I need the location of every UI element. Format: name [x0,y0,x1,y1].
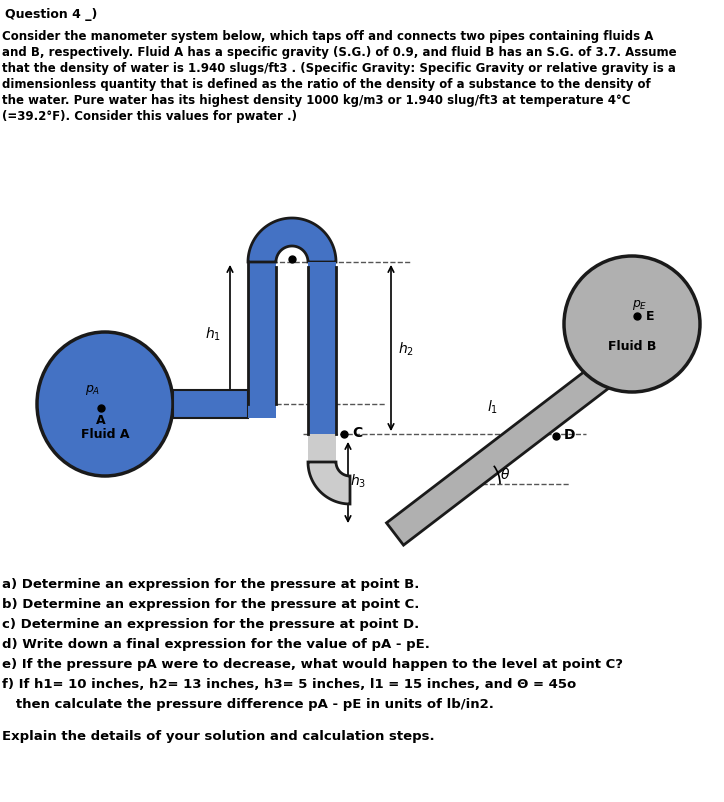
Text: Fluid A: Fluid A [81,428,130,441]
Text: D: D [564,427,576,441]
Text: e) If the pressure pA were to decrease, what would happen to the level at point : e) If the pressure pA were to decrease, … [2,657,623,670]
Text: Explain the details of your solution and calculation steps.: Explain the details of your solution and… [2,729,434,742]
Text: c) Determine an expression for the pressure at point D.: c) Determine an expression for the press… [2,618,419,630]
Polygon shape [248,219,336,263]
Ellipse shape [564,257,700,392]
Text: b) Determine an expression for the pressure at point C.: b) Determine an expression for the press… [2,597,419,610]
Polygon shape [308,435,336,463]
Text: $p_A$: $p_A$ [85,383,101,396]
Text: $l_1$: $l_1$ [487,399,498,415]
Text: a) Determine an expression for the pressure at point B.: a) Determine an expression for the press… [2,577,419,590]
Text: f) If h1= 10 inches, h2= 13 inches, h3= 5 inches, l1 = 15 inches, and Θ = 45o: f) If h1= 10 inches, h2= 13 inches, h3= … [2,677,576,691]
Text: dimensionless quantity that is defined as the ratio of the density of a substanc: dimensionless quantity that is defined a… [2,78,651,91]
Text: (=39.2°F). Consider this values for pwater .): (=39.2°F). Consider this values for pwat… [2,110,297,123]
Text: B: B [287,233,298,248]
Polygon shape [387,329,659,545]
Text: E: E [646,310,654,323]
Polygon shape [308,263,336,435]
Text: Question 4 _): Question 4 _) [5,8,97,21]
Polygon shape [173,391,248,419]
Ellipse shape [37,333,173,476]
Polygon shape [248,263,276,419]
Text: $p_E$: $p_E$ [632,298,648,312]
Text: $h_3$: $h_3$ [350,472,366,489]
Text: d) Write down a final expression for the value of pA - pE.: d) Write down a final expression for the… [2,638,430,650]
Text: $h_2$: $h_2$ [398,340,414,357]
Text: A: A [96,414,106,427]
Text: that the density of water is 1.940 slugs/ft3 . (Specific Gravity: Specific Gravi: that the density of water is 1.940 slugs… [2,62,676,75]
Text: the water. Pure water has its highest density 1000 kg/m3 or 1.940 slug/ft3 at te: the water. Pure water has its highest de… [2,94,631,107]
Text: then calculate the pressure difference pA - pE in units of lb/in2.: then calculate the pressure difference p… [2,697,494,710]
Text: $h_1$: $h_1$ [205,325,221,342]
Text: Fluid B: Fluid B [608,340,656,353]
Text: and B, respectively. Fluid A has a specific gravity (S.G.) of 0.9, and fluid B h: and B, respectively. Fluid A has a speci… [2,46,677,59]
Text: Consider the manometer system below, which taps off and connects two pipes conta: Consider the manometer system below, whi… [2,30,653,43]
Text: $\theta$: $\theta$ [500,467,510,482]
Text: C: C [352,426,362,439]
Polygon shape [308,463,350,504]
